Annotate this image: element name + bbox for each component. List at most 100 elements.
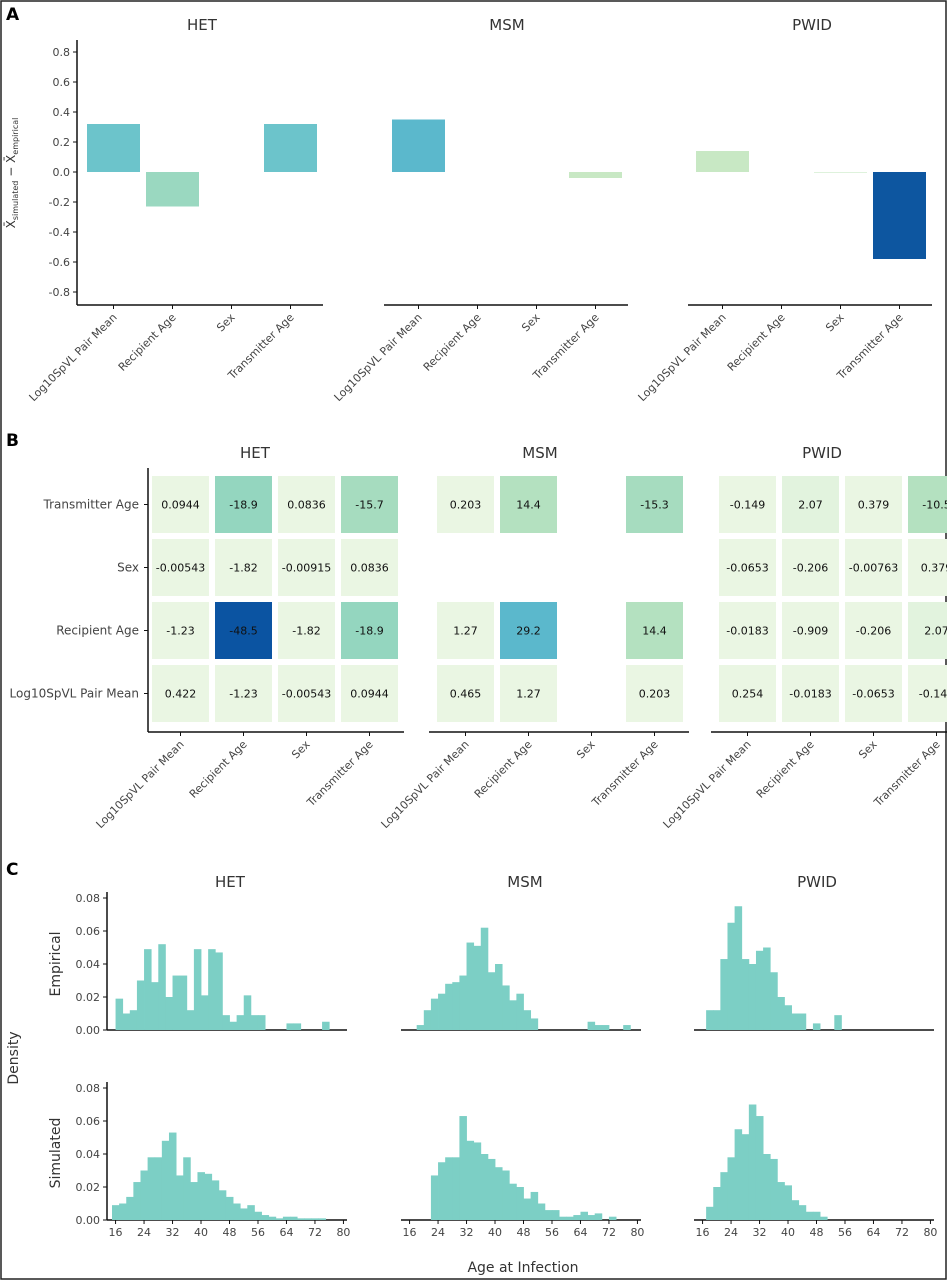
panel-c-ytick-label: 0.08: [76, 892, 101, 905]
heatmap-cell-msm-transmitter-age-recipient-age: [500, 476, 557, 533]
heatmap-cell-msm-log10spvl-pair-mean-log10spvl-pair-mean: [437, 665, 494, 722]
panel-c-ytick-label: 0.04: [76, 1148, 101, 1161]
panel-c-xtick-label: 48: [223, 1226, 237, 1239]
panel-label-c: C: [6, 860, 18, 880]
histogram-bar-pwid-simulated: [763, 1154, 771, 1220]
histogram-bar-pwid-simulated: [798, 1205, 807, 1220]
panel-c-xtick-label: 40: [194, 1226, 208, 1239]
histogram-bar-het-empirical: [144, 949, 152, 1030]
heatmap-cell-label: 1.27: [453, 625, 478, 638]
heatmap-cell-msm-recipient-age-log10spvl-pair-mean: [437, 602, 494, 659]
histogram-bar-het-simulated: [282, 1216, 291, 1220]
panel-a-ytick-label: -0.6: [49, 256, 70, 269]
histogram-bar-het-simulated: [304, 1218, 312, 1220]
histogram-bar-pwid-simulated: [777, 1182, 785, 1220]
histogram-bar-het-empirical: [229, 1021, 238, 1030]
histogram-bar-pwid-empirical: [741, 959, 750, 1030]
heatmap-cell-het-log10spvl-pair-mean-recipient-age: [215, 665, 272, 722]
histogram-bar-msm-simulated: [559, 1216, 567, 1220]
heatmap-cell-label: 14.4: [642, 625, 667, 638]
histogram-bar-msm-empirical: [516, 993, 524, 1030]
panel-a-facet-title-het: HET: [187, 16, 218, 34]
panel-c-xtick-label: 24: [724, 1226, 738, 1239]
heatmap-cell-pwid-sex-transmitter-age: [908, 539, 947, 596]
histogram-bar-pwid-empirical: [720, 959, 728, 1030]
heatmap-cell-het-sex-sex: [278, 539, 335, 596]
histogram-bar-pwid-empirical: [791, 1013, 800, 1030]
heatmap-cell-label: -0.00763: [849, 562, 898, 575]
svg-text:X̄simulated − X̄empirical: X̄simulated − X̄empirical: [4, 118, 20, 229]
heatmap-cell-label: 0.465: [450, 688, 482, 701]
histogram-bar-pwid-simulated: [720, 1172, 728, 1220]
histogram-bar-het-simulated: [133, 1182, 141, 1220]
panel-b-ytick-label: Transmitter Age: [43, 498, 139, 512]
histogram-bar-msm-empirical: [416, 1025, 425, 1030]
panel-b-ytick-label: Recipient Age: [56, 624, 139, 638]
histogram-bar-msm-empirical: [445, 983, 453, 1030]
panel-c-xtick-label: 56: [251, 1226, 265, 1239]
bar-msm-transmitter-age: [569, 172, 622, 178]
histogram-bar-het-empirical: [243, 995, 252, 1030]
bar-het-log10spvl-pair-mean: [87, 124, 140, 172]
histogram-bar-msm-simulated: [551, 1210, 560, 1220]
heatmap-cell-het-transmitter-age-transmitter-age: [341, 476, 398, 533]
histogram-bar-het-simulated: [218, 1190, 227, 1220]
heatmap-cell-label: -1.23: [166, 625, 194, 638]
panel-b-ytick-label: Log10SpVL Pair Mean: [10, 687, 139, 701]
heatmap-cell-msm-transmitter-age-log10spvl-pair-mean: [437, 476, 494, 533]
histogram-bar-het-simulated: [297, 1218, 305, 1220]
panel-b-facet-title-pwid: PWID: [802, 444, 842, 462]
panel-c-xtick-label: 72: [308, 1226, 322, 1239]
heatmap-cell-pwid-transmitter-age-transmitter-age: [908, 476, 947, 533]
panel-c-xtick-label: 16: [403, 1226, 417, 1239]
heatmap-cell-msm-log10spvl-pair-mean-transmitter-age: [626, 665, 683, 722]
histogram-bar-msm-empirical: [480, 927, 489, 1030]
panel-c-xtick-label: 56: [838, 1226, 852, 1239]
heatmap-cell-pwid-sex-recipient-age: [782, 539, 839, 596]
panel-a-ytick-label: 0.6: [53, 76, 71, 89]
heatmap-cell-label: -0.206: [856, 625, 891, 638]
heatmap-cell-label: -1.82: [292, 625, 320, 638]
heatmap-cell-label: 0.203: [450, 499, 482, 512]
panel-c-xtick-label: 64: [573, 1226, 587, 1239]
histogram-bar-msm-simulated: [573, 1215, 581, 1220]
bar-het-transmitter-age: [264, 124, 317, 172]
heatmap-cell-label: -0.0653: [852, 688, 894, 701]
panel-a-ytick-label: -0.4: [49, 226, 70, 239]
panel-c-row-label-empirical-wrap: Empirical: [48, 931, 64, 996]
panel-a-ylabel-x1: X̄: [4, 220, 18, 228]
panel-c-xtick-label: 32: [166, 1226, 180, 1239]
panel-c-ytick-label: 0.04: [76, 958, 101, 971]
heatmap-cell-het-transmitter-age-recipient-age: [215, 476, 272, 533]
panel-c-row-label-simulated: Simulated: [48, 1118, 64, 1189]
panel-a-ylabel-x2: X̄: [4, 155, 18, 163]
panel-c-xtick-label: 80: [336, 1226, 350, 1239]
histogram-bar-het-simulated: [290, 1216, 298, 1220]
histogram-bar-het-simulated: [311, 1218, 319, 1220]
histogram-bar-pwid-simulated: [755, 1116, 764, 1220]
panel-c-xtick-label: 80: [923, 1226, 937, 1239]
histogram-bar-msm-empirical: [530, 1018, 539, 1030]
panel-c-xtick-label: 16: [696, 1226, 710, 1239]
panel-c-xtick-label: 72: [602, 1226, 616, 1239]
heatmap-cell-het-recipient-age-sex: [278, 602, 335, 659]
histogram-bar-pwid-simulated: [770, 1158, 778, 1220]
histogram-bar-het-simulated: [140, 1170, 149, 1220]
histogram-bar-pwid-empirical: [734, 906, 743, 1030]
histogram-bar-het-simulated: [268, 1216, 277, 1220]
panel-a-ytick-label: -0.8: [49, 286, 70, 299]
heatmap-cell-pwid-recipient-age-recipient-age: [782, 602, 839, 659]
histogram-bar-het-simulated: [233, 1203, 241, 1220]
heatmap-cell-label: 0.0836: [350, 562, 389, 575]
heatmap-cell-label: -0.0183: [726, 625, 768, 638]
histogram-bar-pwid-empirical: [834, 1015, 842, 1030]
histogram-bar-het-empirical: [322, 1021, 330, 1030]
heatmap-cell-pwid-log10spvl-pair-mean-recipient-age: [782, 665, 839, 722]
histogram-bar-het-simulated: [211, 1180, 220, 1220]
panel-c-xtick-label: 40: [781, 1226, 795, 1239]
heatmap-cell-pwid-transmitter-age-sex: [845, 476, 902, 533]
histogram-bar-pwid-simulated: [805, 1211, 814, 1220]
heatmap-cell-label: -18.9: [355, 625, 383, 638]
heatmap-cell-pwid-log10spvl-pair-mean-log10spvl-pair-mean: [719, 665, 776, 722]
panel-a-ylabel-sub1: simulated: [11, 181, 20, 221]
